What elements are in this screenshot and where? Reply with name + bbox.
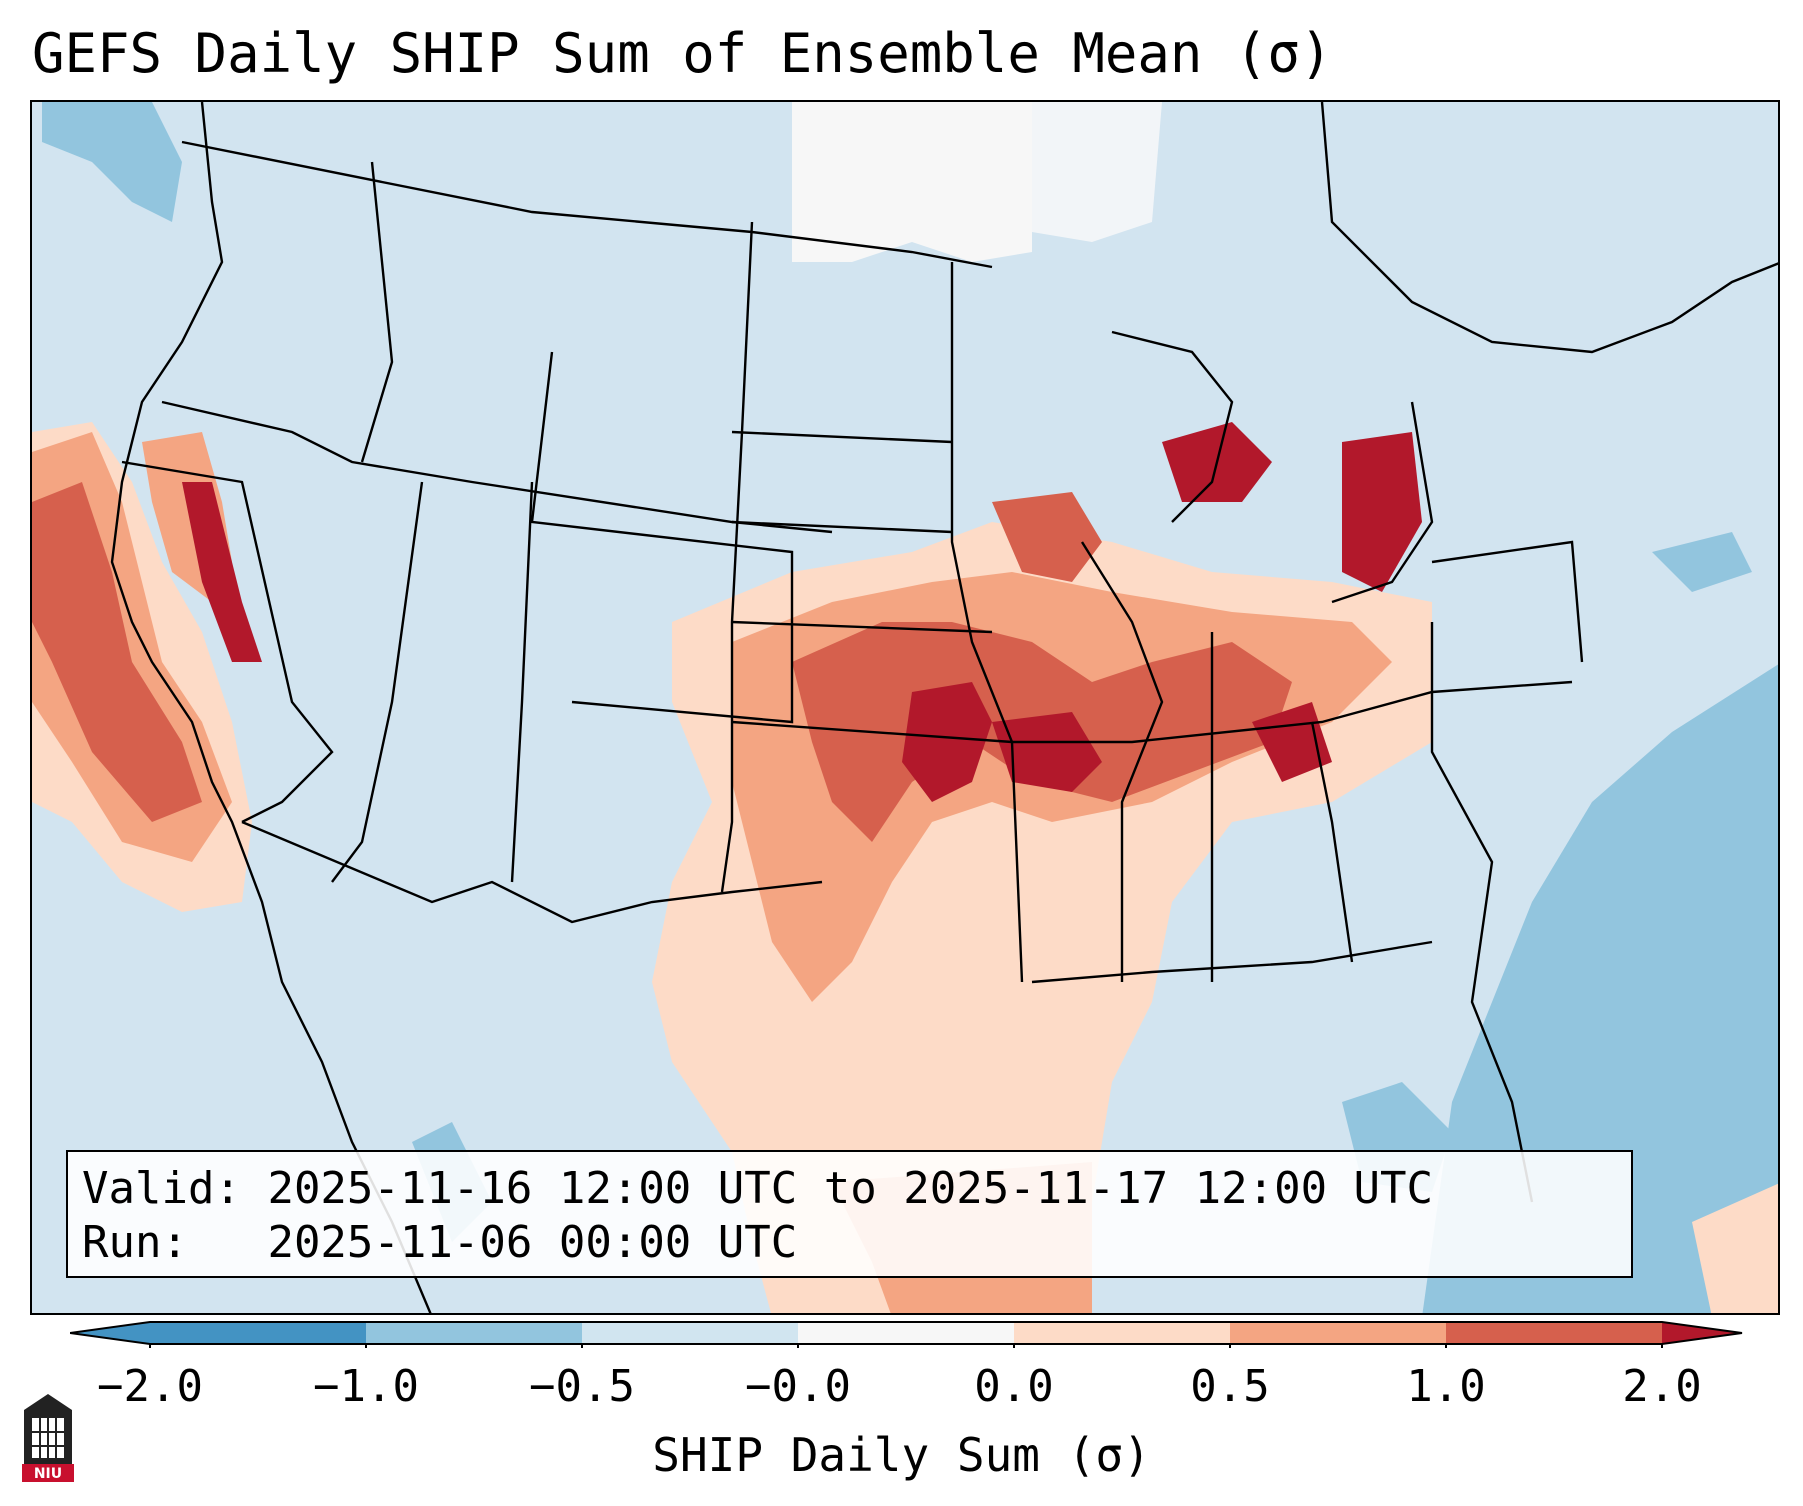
colorbar-label: SHIP Daily Sum (σ) (652, 1428, 1151, 1482)
boundary-lines (110, 102, 1778, 1313)
cbar-tick-5: 0.0 (974, 1361, 1054, 1412)
validity-info-box: Valid: 2025-11-16 12:00 UTC to 2025-11-1… (66, 1150, 1633, 1278)
chart-title: GEFS Daily SHIP Sum of Ensemble Mean (σ) (32, 22, 1333, 85)
run-value: 2025-11-06 00:00 UTC (267, 1217, 798, 1268)
map-panel (30, 100, 1780, 1315)
ship-field-map (32, 102, 1778, 1313)
cbar-tick-8: 2.0 (1622, 1361, 1702, 1412)
colorbar (70, 1321, 1743, 1348)
great-plains-rows (731, 430, 1013, 744)
svg-text:NIU: NIU (34, 1466, 62, 1482)
cbar-seg-1 (150, 1322, 366, 1344)
nw-negative-area (42, 102, 182, 222)
iowa-peak (992, 492, 1102, 582)
nevada-utah-line (331, 481, 424, 883)
near-zero-area-canada (792, 102, 1032, 262)
cbar-extend-high (1662, 1322, 1742, 1344)
georgia-line (1310, 721, 1354, 963)
cbar-seg-3 (582, 1322, 798, 1344)
mexico-border (241, 820, 823, 924)
minnesota-oklahoma-line (950, 262, 1024, 983)
pacific-strong-positive (32, 482, 202, 822)
near-zero-area-ontario (1032, 102, 1162, 242)
cbar-seg-5 (1014, 1322, 1230, 1344)
valid-label: Valid: (82, 1163, 241, 1214)
east-coastline (1430, 622, 1534, 1203)
wyoming-colorado-box (530, 351, 794, 724)
tennessee-north-line (1012, 680, 1573, 744)
run-row: Run: 2025-11-06 00:00 UTC (82, 1216, 1617, 1270)
cbar-tick-1: −2.0 (97, 1361, 203, 1412)
caribbean-positive (1692, 1183, 1778, 1313)
michigan-line (1331, 401, 1434, 604)
cbar-seg-7 (1446, 1322, 1662, 1344)
nevada-strong-positive (182, 482, 262, 662)
cbar-tick-4: −0.0 (745, 1361, 851, 1412)
cbar-extend-low (70, 1322, 150, 1344)
california-nevada-line (121, 460, 334, 824)
northeast-border (1320, 102, 1778, 354)
cbar-seg-4 (798, 1322, 1014, 1344)
cbar-tick-7: 1.0 (1406, 1361, 1486, 1412)
michigan-peak (1342, 432, 1422, 592)
niu-logo-icon: NIU (22, 1394, 74, 1482)
valid-value: 2025-11-16 12:00 UTC to 2025-11-17 12:00… (267, 1163, 1434, 1214)
lake-superior-shore (1111, 330, 1234, 523)
cbar-seg-6 (1230, 1322, 1446, 1344)
utah-colorado-line (510, 481, 534, 883)
pennsylvania-line (1431, 540, 1584, 663)
west-coastline (110, 102, 432, 1313)
gulf-coast-states (1031, 940, 1433, 984)
missouri-peak (992, 712, 1102, 792)
kansas-peak (902, 682, 992, 802)
cbar-tick-6: 0.5 (1190, 1361, 1270, 1412)
cbar-seg-2 (366, 1322, 582, 1344)
ny-negative-area (1652, 532, 1752, 592)
cbar-tick-3: −0.5 (529, 1361, 635, 1412)
cbar-tick-2: −1.0 (313, 1361, 419, 1412)
run-label: Run: (82, 1217, 188, 1268)
mississippi-river (1080, 541, 1164, 982)
idaho-line (360, 161, 394, 463)
valid-row: Valid: 2025-11-16 12:00 UTC to 2025-11-1… (82, 1162, 1617, 1216)
